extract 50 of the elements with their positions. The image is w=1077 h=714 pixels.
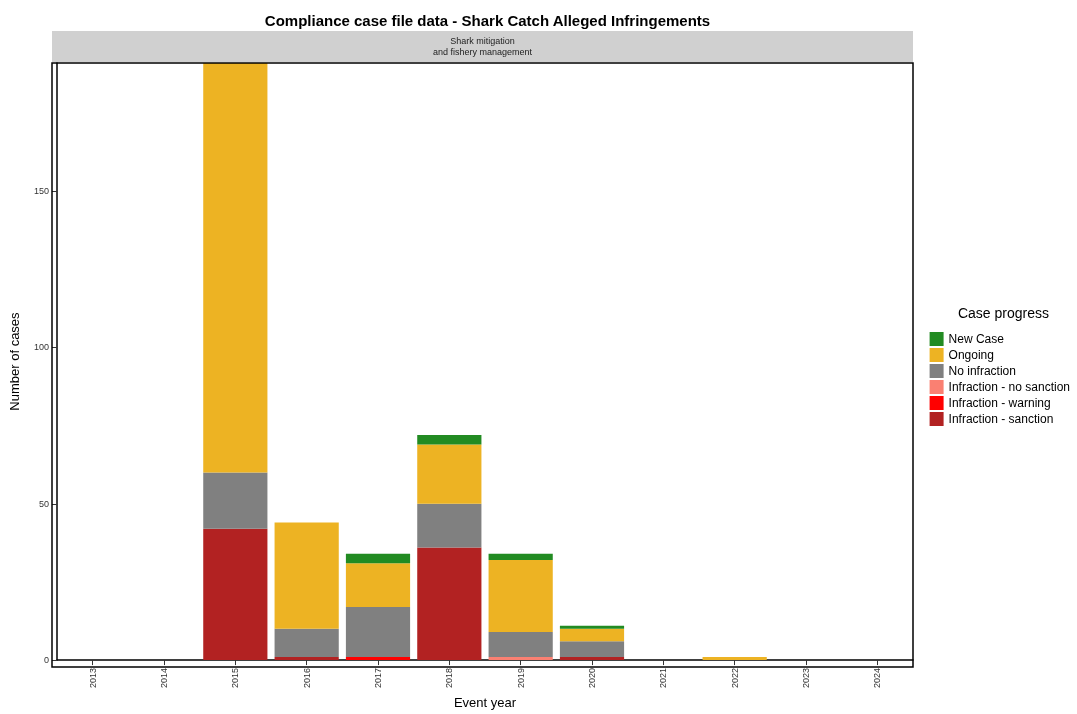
bar xyxy=(345,656,411,661)
y-axis-title: Number of cases xyxy=(7,311,22,411)
bar xyxy=(417,435,482,445)
x-tick-label: 2023 xyxy=(801,668,811,689)
legend-label: New Case xyxy=(948,332,1005,346)
bar xyxy=(417,503,482,548)
legend-label: Infraction - sanction xyxy=(948,412,1054,426)
x-tick-label: 2022 xyxy=(729,668,740,689)
y-tick-label: 100 xyxy=(33,342,49,353)
x-tick-label: 2019 xyxy=(515,668,526,689)
bar xyxy=(488,560,553,632)
x-tick-label: 2017 xyxy=(373,668,383,689)
bar xyxy=(559,641,625,657)
bar xyxy=(345,563,411,607)
x-tick-label: 2015 xyxy=(230,668,241,689)
x-tick-label: 2024 xyxy=(872,668,883,689)
x-tick-label: 2013 xyxy=(87,668,98,689)
y-tick-label: 50 xyxy=(38,498,49,509)
bar xyxy=(559,628,625,642)
y-tick-label: 0 xyxy=(43,655,49,666)
legend-label: Ongoing xyxy=(948,348,994,362)
bar xyxy=(702,656,767,661)
bar xyxy=(203,63,268,473)
bar xyxy=(559,625,625,629)
x-tick-label: 2021 xyxy=(658,668,669,689)
bar xyxy=(488,553,553,561)
bar xyxy=(345,553,411,564)
legend-title: Case progress xyxy=(957,305,1050,321)
bar xyxy=(417,444,482,504)
legend-label: No infraction xyxy=(948,364,1016,378)
legend-label: Infraction - no sanction xyxy=(948,380,1071,394)
bar xyxy=(274,656,339,661)
x-tick-label: 2020 xyxy=(587,668,597,689)
bar xyxy=(417,547,482,661)
bar xyxy=(345,606,411,657)
bar xyxy=(274,628,339,657)
chart-subtitle: Shark mitigation and fishery management xyxy=(432,35,533,57)
bar xyxy=(488,631,553,657)
y-tick-label: 150 xyxy=(33,186,49,197)
x-axis-title: Event year xyxy=(453,695,517,710)
x-tick-label: 2014 xyxy=(159,668,169,689)
legend-label: Infraction - warning xyxy=(948,396,1051,410)
bar xyxy=(203,528,268,661)
bar xyxy=(488,656,553,661)
bar xyxy=(559,656,625,661)
bar xyxy=(203,472,268,529)
bar xyxy=(274,522,339,629)
x-tick-label: 2016 xyxy=(301,668,312,689)
x-tick-label: 2018 xyxy=(444,668,455,689)
chart-title: Compliance case file data - Shark Catch Alleged Infringements xyxy=(264,12,711,29)
